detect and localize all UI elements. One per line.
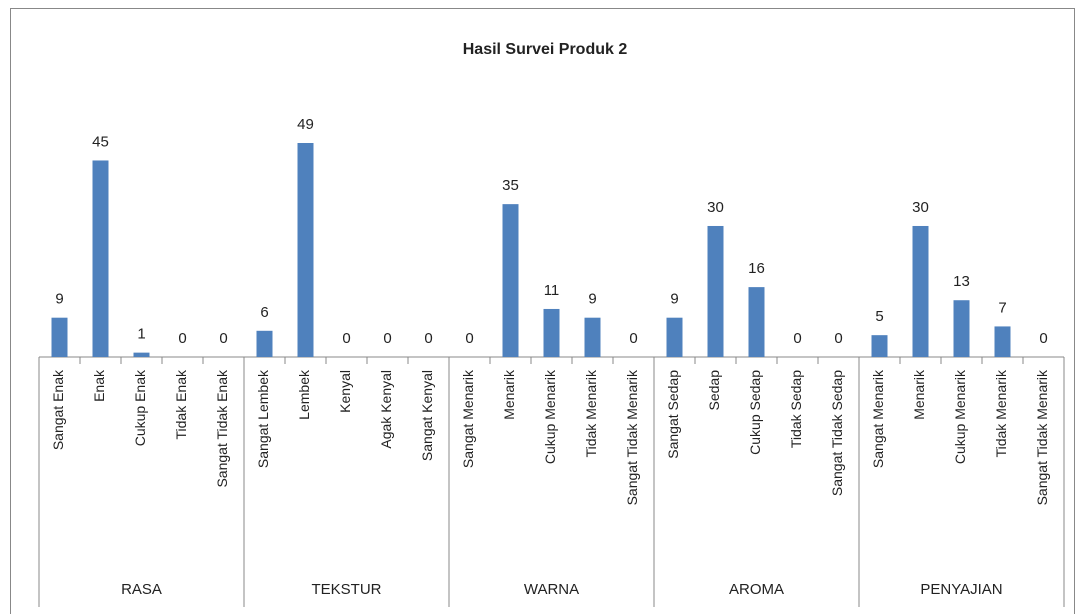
x-tick-label: Cukup Sedap: [747, 370, 763, 455]
group-label: AROMA: [729, 581, 784, 598]
bar: [51, 317, 68, 357]
group-label: PENYAJIAN: [920, 581, 1002, 598]
x-tick-label: Sangat Lembek: [255, 369, 271, 468]
data-label: 6: [260, 304, 268, 321]
bar: [666, 317, 683, 357]
bar: [871, 335, 888, 357]
x-tick-label: Kenyal: [337, 370, 353, 413]
x-tick-label: Sangat Enak: [50, 369, 66, 450]
bar: [994, 326, 1011, 357]
chart-frame: [10, 8, 1075, 614]
data-label: 0: [342, 330, 350, 347]
data-label: 0: [834, 330, 842, 347]
data-label: 0: [1039, 330, 1047, 347]
x-tick-label: Tidak Sedap: [788, 370, 804, 448]
x-tick-label: Tidak Menarik: [993, 369, 1009, 457]
x-tick-label: Sangat Sedap: [665, 370, 681, 459]
data-label: 0: [465, 330, 473, 347]
data-label: 7: [998, 299, 1006, 316]
data-label: 49: [297, 116, 314, 133]
x-tick-label: Sangat Tidak Sedap: [829, 370, 845, 496]
bar: [502, 204, 519, 357]
group-label: WARNA: [524, 581, 579, 598]
data-label: 16: [748, 260, 765, 277]
data-label: 9: [670, 291, 678, 308]
bar: [707, 225, 724, 357]
data-label: 45: [92, 133, 109, 150]
bar: [584, 317, 601, 357]
data-label: 35: [502, 177, 519, 194]
bar: [912, 225, 929, 357]
x-tick-label: Enak: [91, 369, 107, 402]
data-label: 5: [875, 308, 883, 325]
bar: [297, 143, 314, 357]
bar: [256, 330, 273, 357]
data-label: 0: [629, 330, 637, 347]
data-label: 11: [544, 282, 560, 299]
data-label: 0: [793, 330, 801, 347]
bar: [92, 160, 109, 357]
x-tick-label: Sangat Tidak Menarik: [1034, 369, 1050, 505]
x-tick-label: Cukup Enak: [132, 369, 148, 446]
data-label: 0: [383, 330, 391, 347]
data-label: 0: [424, 330, 432, 347]
group-label: TEKSTUR: [311, 581, 381, 598]
x-tick-label: Sangat Kenyal: [419, 370, 435, 461]
chart-title: Hasil Survei Produk 2: [463, 41, 628, 58]
group-label: RASA: [121, 581, 162, 598]
data-label: 30: [707, 199, 724, 216]
x-tick-label: Sangat Menarik: [870, 369, 886, 468]
x-tick-label: Lembek: [296, 369, 312, 420]
data-label: 9: [55, 291, 63, 308]
x-tick-label: Menarik: [501, 369, 517, 420]
x-tick-label: Sangat Tidak Enak: [214, 369, 230, 488]
bar: [133, 352, 150, 357]
data-label: 30: [912, 199, 929, 216]
bar: [543, 308, 560, 357]
x-tick-label: Sedap: [706, 370, 722, 411]
x-tick-label: Tidak Enak: [173, 369, 189, 440]
x-tick-label: Sangat Tidak Menarik: [624, 369, 640, 505]
x-tick-label: Menarik: [911, 369, 927, 420]
x-tick-label: Cukup Menarik: [542, 369, 558, 464]
bar: [748, 287, 765, 357]
x-tick-label: Sangat Menarik: [460, 369, 476, 468]
data-label: 1: [137, 326, 145, 343]
data-label: 9: [588, 291, 596, 308]
x-tick-label: Tidak Menarik: [583, 369, 599, 457]
data-label: 0: [219, 330, 227, 347]
x-tick-label: Cukup Menarik: [952, 369, 968, 464]
x-tick-label: Agak Kenyal: [378, 370, 394, 449]
data-label: 13: [953, 273, 970, 290]
bar: [953, 300, 970, 357]
data-label: 0: [178, 330, 186, 347]
